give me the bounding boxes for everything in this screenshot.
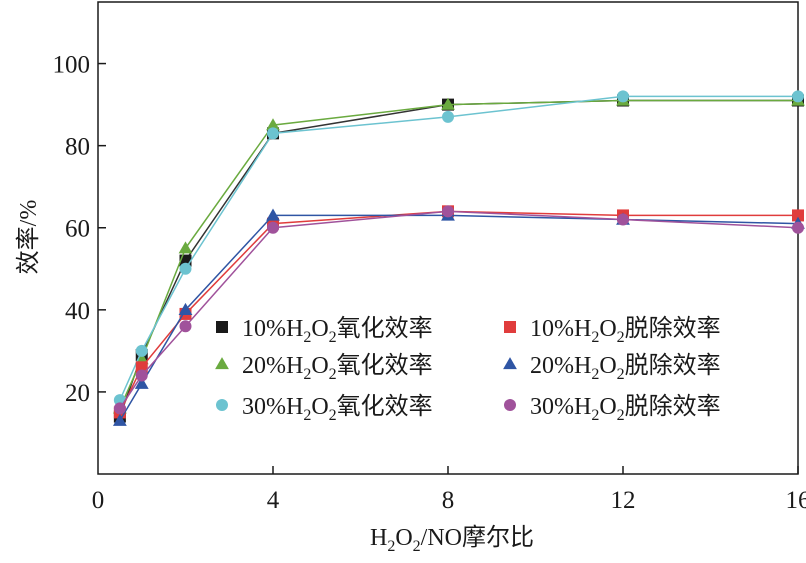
legend-marker (215, 357, 229, 370)
data-point (442, 110, 454, 123)
legend-item: 10%H2O2脱除效率 (504, 315, 721, 346)
y-tick-label: 100 (53, 52, 91, 79)
x-tick-label: 0 (92, 487, 105, 514)
y-tick-label: 20 (65, 380, 90, 407)
legend-item: 10%H2O2氧化效率 (216, 315, 433, 346)
x-tick-label: 16 (786, 487, 806, 514)
x-title-mid: O (395, 525, 412, 551)
legend-label: 30%H2O2氧化效率 (242, 393, 433, 424)
data-point (134, 376, 149, 389)
data-point (266, 118, 280, 131)
legend-label: 10%H2O2脱除效率 (530, 315, 721, 346)
legend-marker (503, 357, 517, 370)
legend-label: 20%H2O2氧化效率 (242, 352, 433, 383)
data-point (112, 413, 127, 426)
data-point (442, 205, 454, 218)
series-layer (112, 90, 805, 426)
data-point (441, 97, 455, 110)
data-point (178, 241, 193, 254)
series-4 (113, 205, 804, 419)
legend-label: 20%H2O2脱除效率 (530, 352, 721, 383)
data-point (134, 352, 149, 365)
data-point (792, 209, 804, 222)
legend-item: 30%H2O2脱除效率 (504, 393, 721, 424)
legend-marker (216, 399, 228, 411)
data-point (179, 262, 192, 275)
data-point (179, 320, 192, 333)
legend-item: 30%H2O2氧化效率 (216, 393, 433, 424)
x-tick-label: 4 (267, 487, 280, 514)
y-tick-label: 80 (65, 134, 90, 161)
data-point (267, 221, 279, 234)
legend: 10%H2O2氧化效率 10%H2O2脱除效率 20%H2O2氧化效率 20%H2O2… (215, 315, 721, 424)
tick-labels: 20 40 60 80 100 0 4 8 12 16 (53, 52, 806, 514)
x-axis-title: H2O2/NO摩尔比 (370, 524, 534, 555)
data-point (113, 402, 126, 415)
legend-marker (216, 321, 228, 333)
x-tick-label: 8 (442, 487, 455, 514)
data-point (792, 221, 804, 234)
data-point (178, 302, 193, 316)
series-6 (113, 205, 804, 415)
series-line (119, 210, 798, 413)
data-point (266, 208, 280, 221)
x-title-suffix: /NO摩尔比 (421, 524, 534, 551)
data-point (135, 361, 148, 374)
y-tick-label: 40 (65, 298, 90, 325)
y-tick-label: 60 (65, 216, 90, 243)
data-point (617, 213, 629, 226)
legend-marker (504, 321, 516, 333)
legend-item: 20%H2O2脱除效率 (503, 352, 721, 383)
axis-ticks (98, 62, 799, 474)
x-title-sub2: 2 (413, 538, 421, 555)
legend-label: 30%H2O2脱除效率 (530, 393, 721, 424)
data-point (792, 90, 804, 103)
data-point (267, 127, 279, 140)
legend-marker (504, 399, 516, 411)
x-title-sub1: 2 (387, 538, 395, 555)
legend-label: 10%H2O2氧化效率 (242, 315, 433, 346)
x-title-prefix: H (370, 525, 387, 551)
y-axis-title: 效率/% (15, 200, 42, 275)
data-point (617, 90, 629, 103)
data-point (135, 369, 148, 382)
legend-item: 20%H2O2氧化效率 (215, 352, 433, 383)
x-tick-label: 12 (611, 487, 636, 514)
data-point (135, 344, 148, 357)
